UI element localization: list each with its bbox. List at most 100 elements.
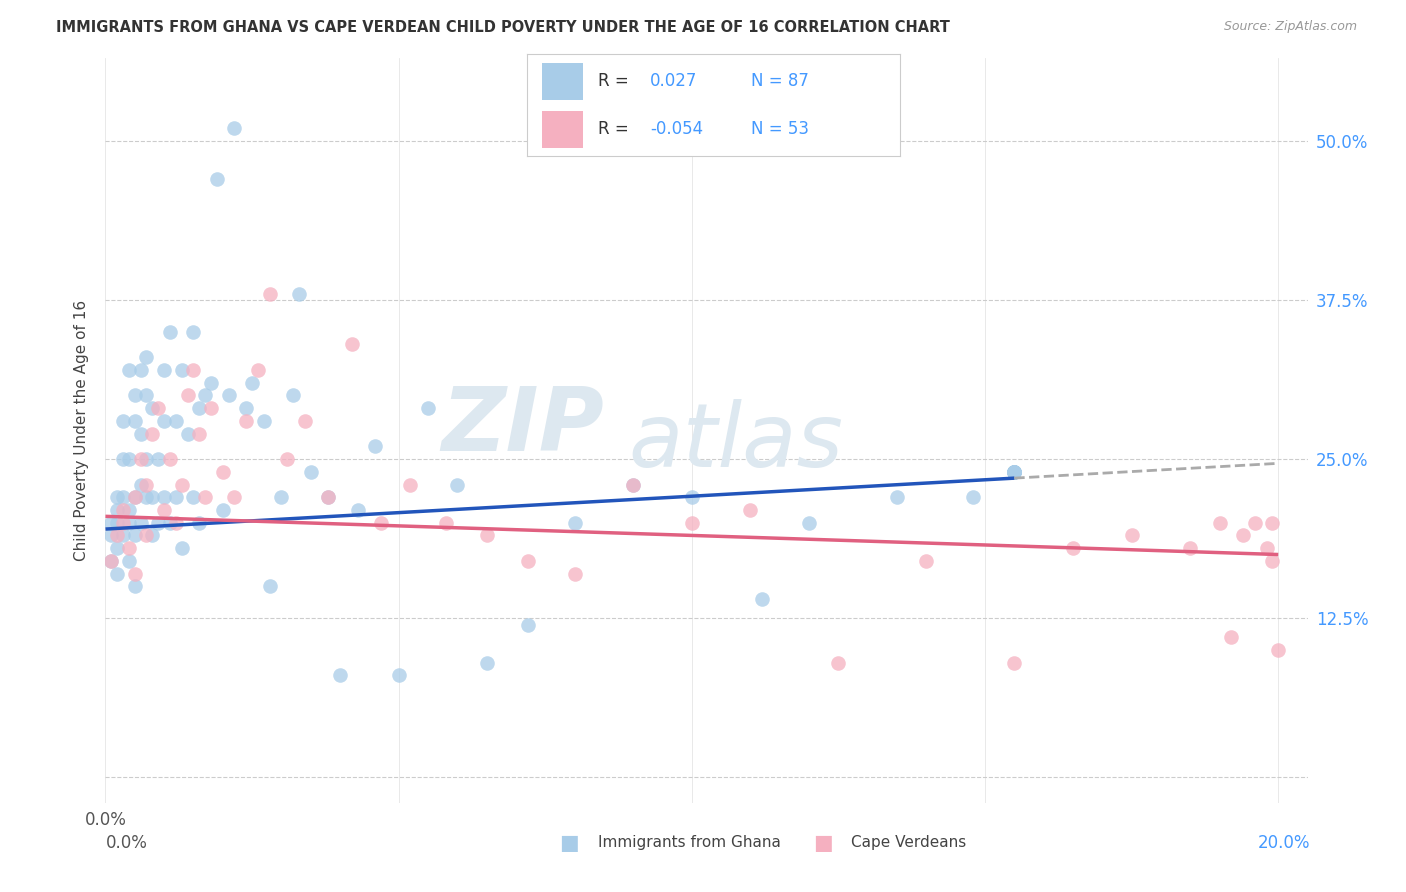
Point — [194, 388, 217, 402]
Point — [246, 363, 269, 377]
Text: IMMIGRANTS FROM GHANA VS CAPE VERDEAN CHILD POVERTY UNDER THE AGE OF 16 CORRELAT: IMMIGRANTS FROM GHANA VS CAPE VERDEAN CH… — [56, 20, 950, 35]
Point — [105, 503, 128, 517]
Point — [681, 490, 703, 504]
Text: -0.054: -0.054 — [650, 120, 703, 138]
Point — [112, 490, 135, 504]
Text: Cape Verdeans: Cape Verdeans — [851, 836, 966, 850]
Point — [129, 516, 152, 530]
Point — [224, 490, 246, 504]
Point — [1243, 516, 1265, 530]
Point — [118, 503, 141, 517]
Point — [159, 325, 181, 339]
Point — [148, 516, 170, 530]
Point — [118, 541, 141, 556]
Text: 0.0%: 0.0% — [105, 834, 148, 852]
Point — [176, 388, 198, 402]
Point — [316, 490, 339, 504]
Point — [200, 401, 222, 416]
Point — [105, 490, 128, 504]
Point — [112, 503, 135, 517]
Point — [1261, 516, 1284, 530]
Point — [141, 426, 163, 441]
Point — [100, 516, 122, 530]
Point — [240, 376, 263, 390]
Point — [329, 668, 352, 682]
Point — [1002, 465, 1025, 479]
Point — [1261, 554, 1284, 568]
Point — [621, 477, 644, 491]
Point — [564, 516, 586, 530]
Point — [211, 465, 233, 479]
Point — [141, 528, 163, 542]
Point — [135, 388, 157, 402]
Text: N = 53: N = 53 — [751, 120, 808, 138]
Point — [124, 388, 146, 402]
Point — [827, 656, 849, 670]
Point — [1002, 465, 1025, 479]
Point — [346, 503, 368, 517]
Point — [153, 503, 176, 517]
Bar — [543, 111, 583, 148]
Point — [1002, 656, 1025, 670]
Point — [1220, 630, 1243, 644]
Point — [141, 401, 163, 416]
Point — [1002, 465, 1025, 479]
Point — [235, 401, 257, 416]
Point — [153, 363, 176, 377]
Point — [1208, 516, 1230, 530]
Point — [135, 452, 157, 467]
Point — [165, 414, 187, 428]
Point — [211, 503, 233, 517]
Point — [112, 452, 135, 467]
Point — [224, 121, 246, 136]
Point — [1256, 541, 1278, 556]
Point — [288, 286, 311, 301]
Point — [475, 656, 498, 670]
Point — [681, 516, 703, 530]
Point — [165, 490, 187, 504]
Point — [118, 452, 141, 467]
Point — [475, 528, 498, 542]
Point — [124, 566, 146, 581]
Point — [153, 414, 176, 428]
Point — [962, 490, 984, 504]
Point — [100, 554, 122, 568]
Point — [112, 528, 135, 542]
Point — [129, 426, 152, 441]
Point — [270, 490, 292, 504]
Point — [135, 350, 157, 364]
Point — [1002, 465, 1025, 479]
Point — [170, 541, 193, 556]
Point — [200, 376, 222, 390]
Point — [124, 528, 146, 542]
Point — [253, 414, 276, 428]
Point — [124, 490, 146, 504]
Text: ■: ■ — [813, 833, 832, 853]
Point — [751, 592, 773, 607]
Point — [1121, 528, 1143, 542]
Point — [218, 388, 240, 402]
Point — [183, 490, 205, 504]
Point — [129, 363, 152, 377]
Text: ZIP: ZIP — [441, 384, 605, 470]
Text: Source: ZipAtlas.com: Source: ZipAtlas.com — [1223, 20, 1357, 33]
Text: ■: ■ — [560, 833, 579, 853]
Point — [370, 516, 392, 530]
Point — [1267, 643, 1289, 657]
Point — [159, 516, 181, 530]
Point — [1002, 465, 1025, 479]
Point — [105, 541, 128, 556]
Text: N = 87: N = 87 — [751, 72, 808, 90]
Point — [105, 528, 128, 542]
Point — [118, 554, 141, 568]
Point — [100, 528, 122, 542]
Point — [105, 566, 128, 581]
Point — [1232, 528, 1254, 542]
Point — [516, 617, 538, 632]
Point — [188, 516, 211, 530]
Point — [276, 452, 298, 467]
Point — [194, 490, 217, 504]
Point — [135, 528, 157, 542]
Point — [148, 401, 170, 416]
Text: Immigrants from Ghana: Immigrants from Ghana — [598, 836, 780, 850]
